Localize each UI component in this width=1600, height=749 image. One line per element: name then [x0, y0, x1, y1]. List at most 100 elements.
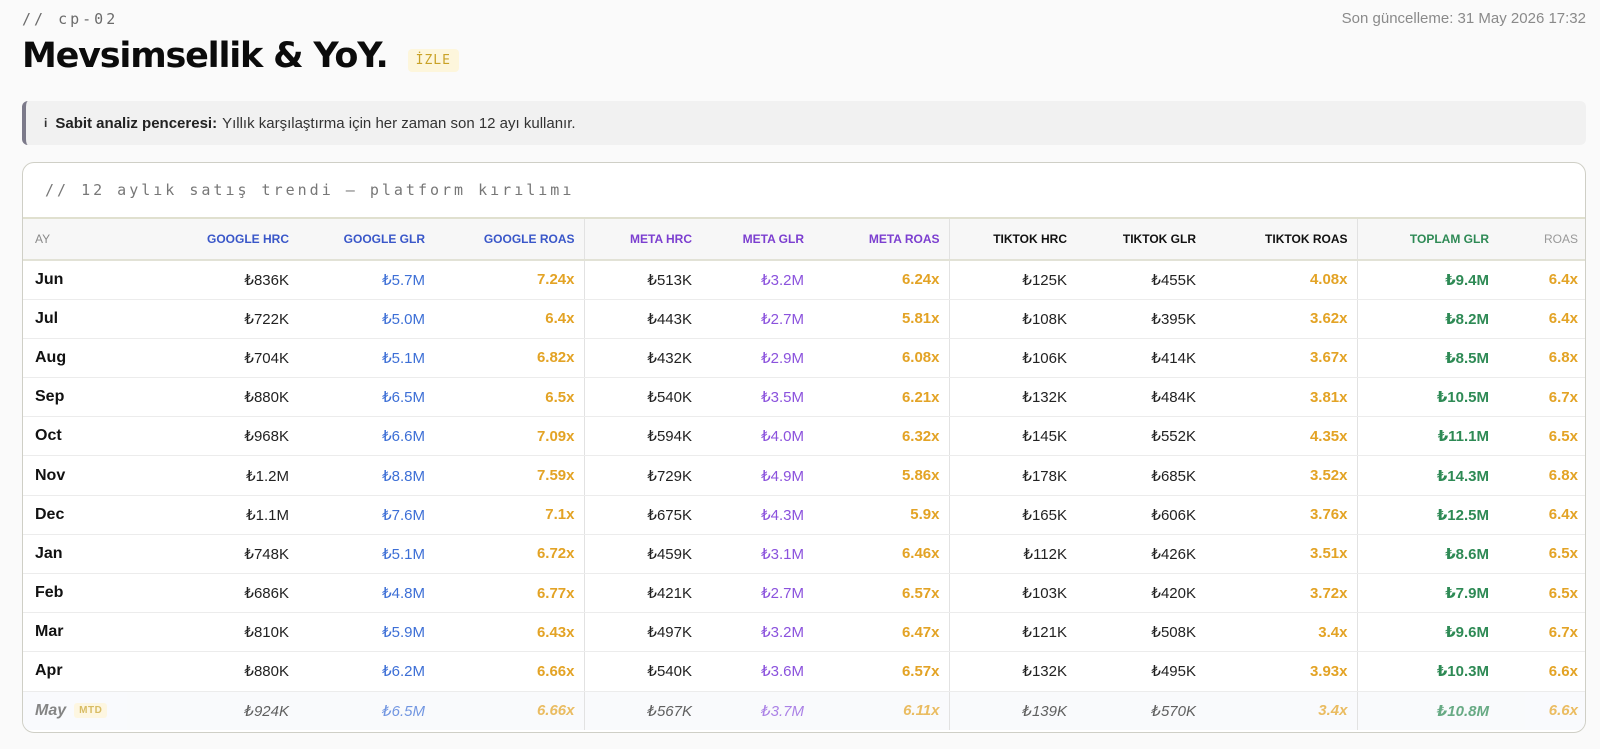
cell-google-hrc: ₺968K [141, 416, 298, 457]
cell-tiktok-hrc: ₺106K [948, 338, 1076, 379]
watch-badge[interactable]: İZLE [407, 48, 459, 72]
cell-google-glr: ₺5.9M [298, 612, 434, 653]
table-row[interactable]: Jun ₺836K ₺5.7M 7.24x ₺513K ₺3.2M 6.24x ₺125K ₺4… [23, 260, 1585, 300]
cell-meta-glr: ₺4.9M [701, 455, 813, 496]
cell-meta-roas: 6.11x [813, 691, 949, 731]
table-row[interactable]: Feb ₺686K ₺4.8M 6.77x ₺421K ₺2.7M 6.57x ₺103K ₺4… [23, 573, 1585, 614]
cell-tiktok-roas: 3.62x [1205, 299, 1357, 339]
month-label: Jul [35, 309, 59, 327]
month-label: Oct [35, 427, 62, 445]
table-row[interactable]: Aug ₺704K ₺5.1M 6.82x ₺432K ₺2.9M 6.08x ₺106K ₺4… [23, 338, 1585, 379]
cell-google-glr: ₺6.6M [298, 416, 434, 457]
cell-google-roas: 6.66x [434, 691, 584, 731]
cell-meta-hrc: ₺567K [583, 691, 701, 731]
col-header-google-glr[interactable]: GOOGLE GLR [298, 219, 434, 261]
cell-roas: 6.4x [1498, 299, 1585, 339]
cell-google-roas: 6.5x [434, 377, 584, 418]
cell-meta-hrc: ₺497K [583, 612, 701, 653]
cell-google-roas: 6.4x [434, 299, 584, 339]
cell-tiktok-glr: ₺552K [1076, 416, 1205, 457]
cell-google-hrc: ₺880K [141, 377, 298, 418]
cell-meta-hrc: ₺540K [583, 651, 701, 692]
col-header-meta-glr[interactable]: META GLR [701, 219, 813, 261]
analysis-window-notice: i Sabit analiz penceresi: Yıllık karşıla… [22, 101, 1586, 145]
month-label: Sep [35, 388, 65, 406]
cell-tiktok-hrc: ₺112K [948, 534, 1076, 575]
cell-google-hrc: ₺880K [141, 651, 298, 692]
cell-google-hrc: ₺748K [141, 534, 298, 575]
cell-meta-roas: 5.86x [813, 455, 949, 496]
cell-month: May MTD [23, 691, 141, 731]
cell-google-roas: 7.09x [434, 416, 584, 457]
cell-meta-roas: 6.21x [813, 377, 949, 418]
month-label: Nov [35, 466, 66, 484]
cell-tiktok-glr: ₺426K [1076, 534, 1205, 575]
cell-tiktok-hrc: ₺132K [948, 651, 1076, 692]
cell-meta-hrc: ₺540K [583, 377, 701, 418]
cell-total-glr: ₺12.5M [1356, 495, 1498, 535]
table-row[interactable]: Dec ₺1.1M ₺7.6M 7.1x ₺675K ₺4.3M 5.9x ₺165K ₺606… [23, 495, 1585, 535]
cell-tiktok-glr: ₺414K [1076, 338, 1205, 379]
table-row[interactable]: Nov ₺1.2M ₺8.8M 7.59x ₺729K ₺4.9M 5.86x ₺178K ₺6… [23, 455, 1585, 496]
mtd-badge: MTD [74, 703, 108, 719]
cell-month: Oct [23, 416, 141, 457]
cell-tiktok-roas: 4.08x [1205, 260, 1357, 300]
cell-tiktok-roas: 3.52x [1205, 455, 1357, 496]
col-header-tiktok-glr[interactable]: TIKTOK GLR [1076, 219, 1205, 261]
cell-total-glr: ₺8.6M [1356, 534, 1498, 575]
col-header-meta-hrc[interactable]: META HRC [583, 219, 701, 261]
cell-google-roas: 6.77x [434, 573, 584, 614]
cell-tiktok-hrc: ₺121K [948, 612, 1076, 653]
cell-tiktok-hrc: ₺103K [948, 573, 1076, 614]
cell-google-glr: ₺5.7M [298, 260, 434, 300]
table-row[interactable]: Sep ₺880K ₺6.5M 6.5x ₺540K ₺3.5M 6.21x ₺132K ₺48… [23, 377, 1585, 418]
cell-meta-glr: ₺3.7M [701, 691, 813, 731]
cell-tiktok-roas: 3.76x [1205, 495, 1357, 535]
cell-month: Aug [23, 338, 141, 379]
col-header-total-glr[interactable]: TOPLAM GLR [1356, 219, 1498, 261]
col-header-google-hrc[interactable]: GOOGLE HRC [141, 219, 298, 261]
cell-total-glr: ₺9.4M [1356, 260, 1498, 300]
cell-meta-hrc: ₺421K [583, 573, 701, 614]
cell-google-glr: ₺5.0M [298, 299, 434, 339]
cell-meta-hrc: ₺675K [583, 495, 701, 535]
cell-meta-roas: 6.32x [813, 416, 949, 457]
col-header-month[interactable]: AY [23, 219, 141, 261]
cell-total-glr: ₺10.8M [1356, 691, 1498, 731]
last-updated-text: Son güncelleme: 31 May 2026 17:32 [1341, 10, 1586, 27]
cell-meta-hrc: ₺729K [583, 455, 701, 496]
cell-tiktok-roas: 3.81x [1205, 377, 1357, 418]
table-row[interactable]: Jan ₺748K ₺5.1M 6.72x ₺459K ₺3.1M 6.46x ₺112K ₺4… [23, 534, 1585, 575]
table-row[interactable]: Oct ₺968K ₺6.6M 7.09x ₺594K ₺4.0M 6.32x ₺145K ₺5… [23, 416, 1585, 457]
cell-month: Mar [23, 612, 141, 653]
cell-google-glr: ₺6.5M [298, 691, 434, 731]
cell-tiktok-roas: 3.4x [1205, 612, 1357, 653]
cell-tiktok-hrc: ₺139K [948, 691, 1076, 731]
cell-meta-glr: ₺3.5M [701, 377, 813, 418]
table-row[interactable]: May MTD ₺924K ₺6.5M 6.66x ₺567K ₺3.7M 6.11x ₺139… [23, 691, 1585, 731]
month-label: Feb [35, 584, 64, 602]
cell-meta-glr: ₺3.2M [701, 260, 813, 300]
cell-total-glr: ₺10.3M [1356, 651, 1498, 692]
col-header-tiktok-hrc[interactable]: TIKTOK HRC [948, 219, 1076, 261]
cell-roas: 6.7x [1498, 612, 1585, 653]
col-header-meta-roas[interactable]: META ROAS [813, 219, 949, 261]
cell-roas: 6.4x [1498, 495, 1585, 535]
info-icon: i [44, 116, 48, 130]
table-row[interactable]: Mar ₺810K ₺5.9M 6.43x ₺497K ₺3.2M 6.47x ₺121K ₺5… [23, 612, 1585, 653]
cell-tiktok-glr: ₺455K [1076, 260, 1205, 300]
col-header-google-roas[interactable]: GOOGLE ROAS [434, 219, 584, 261]
cell-google-glr: ₺5.1M [298, 338, 434, 379]
cell-google-glr: ₺7.6M [298, 495, 434, 535]
cell-tiktok-roas: 4.35x [1205, 416, 1357, 457]
cell-tiktok-roas: 3.67x [1205, 338, 1357, 379]
breadcrumb: // cp-02 [22, 10, 119, 28]
col-header-roas[interactable]: ROAS [1498, 219, 1585, 261]
table-row[interactable]: Apr ₺880K ₺6.2M 6.66x ₺540K ₺3.6M 6.57x ₺132K ₺4… [23, 651, 1585, 692]
cell-month: Sep [23, 377, 141, 418]
cell-meta-roas: 5.81x [813, 299, 949, 339]
cell-tiktok-hrc: ₺132K [948, 377, 1076, 418]
cell-meta-glr: ₺2.9M [701, 338, 813, 379]
col-header-tiktok-roas[interactable]: TIKTOK ROAS [1205, 219, 1357, 261]
table-row[interactable]: Jul ₺722K ₺5.0M 6.4x ₺443K ₺2.7M 5.81x ₺108K ₺39… [23, 299, 1585, 339]
